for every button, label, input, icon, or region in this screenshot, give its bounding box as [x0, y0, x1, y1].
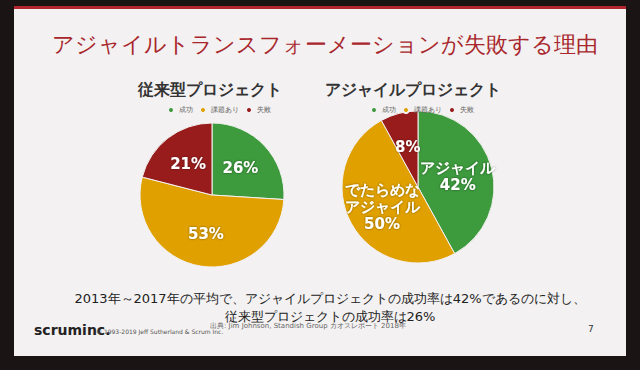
html-text:アジャイルプロジェクト: アジャイルプロジェクト [325, 80, 501, 99]
html-text:2013年～2017年の平均で、アジャイルプロジェクトの成功: 2013年～2017年の平均で、アジャイルプロジェクトの成功率は42%であるのに… [74, 291, 586, 306]
svg-text:アジャイル: アジャイル [345, 198, 421, 216]
svg-text:課題あり: 課題あり [414, 106, 442, 114]
svg-text:8%: 8% [395, 138, 420, 156]
html-text:scruminc.: scruminc. [34, 322, 111, 338]
svg-text:42%: 42% [440, 176, 476, 194]
svg-text:失敗: 失敗 [460, 106, 474, 114]
html-text:7: 7 [588, 324, 594, 334]
svg-text:課題あり: 課題あり [211, 106, 239, 114]
svg-text:成功: 成功 [382, 106, 396, 114]
svg-text:21%: 21% [170, 155, 206, 173]
svg-text:26%: 26% [222, 159, 258, 177]
svg-text:失敗: 失敗 [257, 106, 271, 114]
svg-text:50%: 50% [364, 215, 400, 233]
svg-text:アジャイル: アジャイル [420, 159, 496, 177]
svg-text:53%: 53% [188, 225, 224, 243]
html-text:出典: Jim Johnson, Standish Grou: 出典: Jim Johnson, Standish Group カオスレポート … [210, 322, 406, 330]
html-text:従来型プロジェクトの成功率は26%: 従来型プロジェクトの成功率は26% [224, 309, 436, 324]
html-text:© 1993-2019 Jeff Sutherland &: © 1993-2019 Jeff Sutherland & Scrum Inc. [96, 328, 224, 335]
html-text:アジャイルトランスフォーメーションが失敗する理由: アジャイルトランスフォーメーションが失敗する理由 [52, 32, 598, 57]
svg-text:成功: 成功 [179, 106, 193, 114]
html-text:従来型プロジェクト: 従来型プロジェクト [138, 80, 282, 99]
svg-text:でたらめな: でたらめな [345, 181, 420, 199]
